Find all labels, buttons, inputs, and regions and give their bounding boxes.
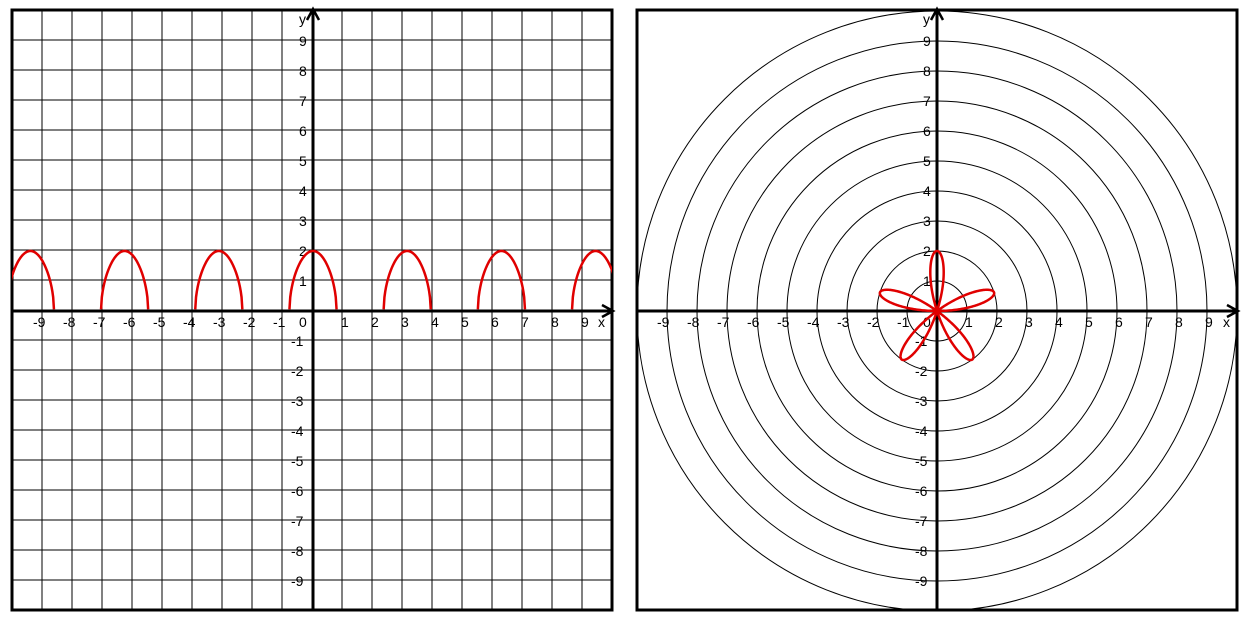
curve-arch: [12, 249, 56, 310]
x-tick-label: 5: [1085, 314, 1093, 330]
y-tick-label: -5: [291, 453, 304, 469]
x-axis-arrow: [601, 303, 616, 319]
x-tick-label: 1: [965, 314, 973, 330]
y-tick-label: 7: [923, 93, 931, 109]
x-tick-label: -7: [717, 314, 730, 330]
x-tick-label: -4: [183, 314, 196, 330]
x-tick-label: 3: [1025, 314, 1033, 330]
x-tick-label: -1: [897, 314, 910, 330]
curve-arch: [476, 249, 527, 310]
y-tick-label: -5: [915, 453, 928, 469]
x-tick-label: -4: [807, 314, 820, 330]
x-tick-label: 8: [551, 314, 559, 330]
x-axis-arrow: [1226, 303, 1241, 319]
x-tick-label: 6: [491, 314, 499, 330]
y-tick-label: 3: [299, 213, 307, 229]
x-axis-label: x: [1223, 314, 1230, 330]
x-tick-label: -2: [867, 314, 880, 330]
x-tick-label: 9: [1205, 314, 1213, 330]
x-axis-label: x: [598, 314, 605, 330]
x-tick-label: -8: [687, 314, 700, 330]
y-tick-label: 6: [923, 123, 931, 139]
x-tick-label: 0: [923, 314, 931, 330]
x-tick-label: 0: [299, 314, 307, 330]
curve-arch: [382, 249, 432, 310]
x-tick-label: 5: [461, 314, 469, 330]
y-tick-label: 8: [299, 63, 307, 79]
y-tick-label: -8: [915, 543, 928, 559]
y-tick-label: -7: [915, 513, 928, 529]
y-tick-label: -6: [291, 483, 304, 499]
polar-chart: x y -9 -8 -7 -6 -5 -4 -3 -2 -1 0 1 2 3 4 5 6 7 8 9 9 8 7 6 5 4 3 2 1 -…: [635, 6, 1241, 612]
x-tick-label: -7: [93, 314, 106, 330]
y-axis-label: y: [299, 11, 306, 27]
y-tick-label: 2: [299, 243, 307, 259]
y-tick-label: -3: [291, 393, 304, 409]
y-tick-label: -6: [915, 483, 928, 499]
y-tick-label: 7: [299, 93, 307, 109]
y-tick-label: 3: [923, 213, 931, 229]
y-tick-label: 9: [923, 33, 931, 49]
cartesian-chart: x y -9 -8 -7 -6 -5 -4 -3 -2 -1 0 1 2 3 4 5 6 7 8 9 9 8 7 6 5 4 3 2 1 -…: [10, 6, 616, 612]
y-tick-label: 5: [923, 153, 931, 169]
x-tick-label: -3: [213, 314, 226, 330]
y-tick-label: -1: [291, 333, 304, 349]
x-tick-label: -6: [747, 314, 760, 330]
y-tick-label: -9: [291, 573, 304, 589]
x-tick-label: 4: [1055, 314, 1063, 330]
x-tick-label: -5: [153, 314, 166, 330]
y-tick-label: 1: [923, 273, 931, 289]
y-tick-label: 8: [923, 63, 931, 79]
y-tick-label: -2: [915, 363, 928, 379]
x-tick-label: -9: [33, 314, 46, 330]
y-tick-label: 4: [923, 183, 931, 199]
y-tick-label: 5: [299, 153, 307, 169]
x-tick-label: 2: [371, 314, 379, 330]
x-tick-label: 9: [581, 314, 589, 330]
y-tick-label: -2: [291, 363, 304, 379]
y-tick-label: 4: [299, 183, 307, 199]
x-tick-label: 2: [995, 314, 1003, 330]
x-tick-label: -1: [273, 314, 286, 330]
x-tick-label: 3: [401, 314, 409, 330]
y-axis-arrow: [305, 6, 321, 21]
y-tick-label: -4: [291, 423, 304, 439]
x-tick-label: -6: [123, 314, 136, 330]
y-tick-label: -7: [291, 513, 304, 529]
x-tick-label: -9: [657, 314, 670, 330]
y-tick-label: -4: [915, 423, 928, 439]
x-tick-label: -5: [777, 314, 790, 330]
y-tick-label: 2: [923, 243, 931, 259]
y-tick-label: -9: [915, 573, 928, 589]
y-axis-arrow: [929, 6, 945, 21]
x-tick-label: 7: [1145, 314, 1153, 330]
curve-arch: [99, 249, 150, 310]
y-tick-label: -3: [915, 393, 928, 409]
x-tick-label: 8: [1175, 314, 1183, 330]
curve-arch: [288, 249, 338, 310]
rose-curve: [878, 249, 996, 362]
y-axis-label: y: [923, 11, 930, 27]
x-tick-label: -2: [243, 314, 256, 330]
x-tick-label: 7: [521, 314, 529, 330]
curve-arch: [194, 249, 244, 310]
x-tick-label: 4: [431, 314, 439, 330]
y-tick-label: -8: [291, 543, 304, 559]
y-tick-label: 1: [299, 273, 307, 289]
x-tick-label: 1: [341, 314, 349, 330]
y-tick-label: 9: [299, 33, 307, 49]
x-tick-label: -8: [63, 314, 76, 330]
y-tick-label: 6: [299, 123, 307, 139]
x-tick-label: -3: [837, 314, 850, 330]
x-tick-label: 6: [1115, 314, 1123, 330]
curve-arch: [570, 249, 612, 310]
